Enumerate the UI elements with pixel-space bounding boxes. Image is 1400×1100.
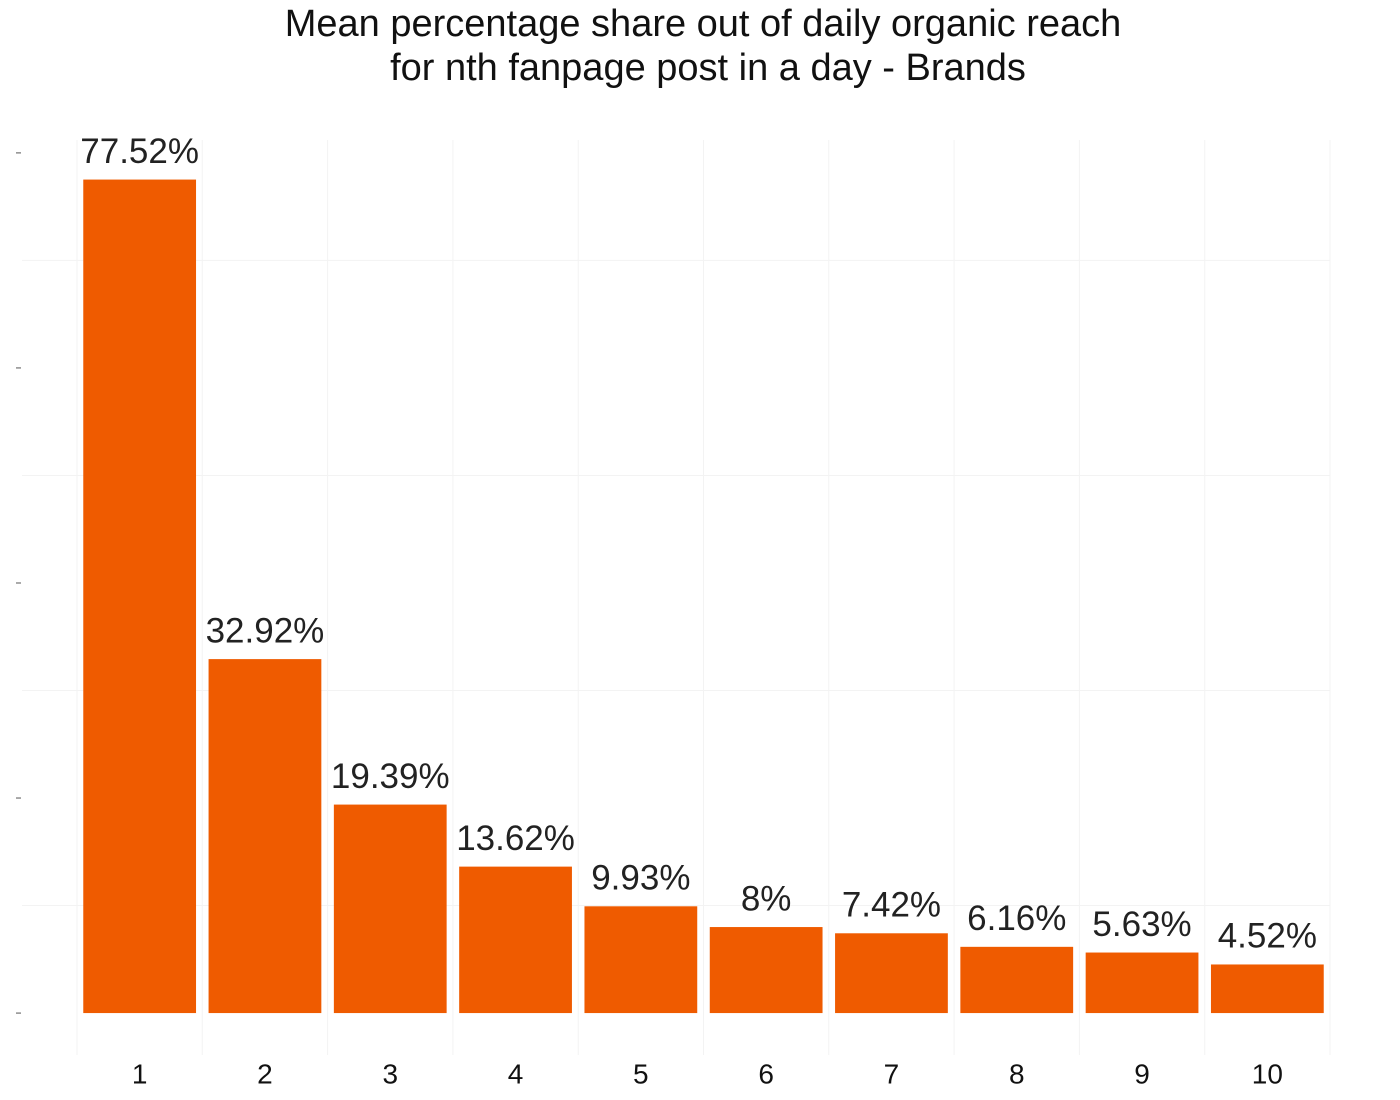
value-label: 6.16%	[967, 899, 1066, 938]
value-label: 32.92%	[206, 611, 325, 650]
chart-title: for nth fanpage post in a day - Brands	[390, 47, 1026, 89]
bar	[1085, 952, 1199, 1014]
value-label: 9.93%	[591, 859, 690, 898]
x-tick-label: 10	[1252, 1058, 1283, 1089]
value-label: 13.62%	[456, 819, 575, 858]
x-tick-label: 9	[1134, 1058, 1150, 1089]
x-tick-label: 6	[758, 1058, 774, 1089]
bar	[1210, 964, 1324, 1014]
x-tick-label: 3	[382, 1058, 398, 1089]
bar	[835, 933, 948, 1014]
bar	[584, 906, 698, 1014]
x-tick-label: 1	[132, 1058, 148, 1089]
bar	[333, 804, 447, 1014]
bar	[208, 659, 322, 1014]
value-label: 4.52%	[1218, 917, 1317, 956]
bar	[83, 179, 197, 1014]
bar	[459, 866, 572, 1014]
x-tick-label: 7	[884, 1058, 900, 1089]
value-label: 7.42%	[842, 886, 941, 925]
value-label: 77.52%	[80, 132, 199, 171]
bar	[709, 927, 823, 1014]
value-label: 8%	[741, 879, 792, 918]
value-label: 19.39%	[331, 757, 450, 796]
chart-title: Mean percentage share out of daily organ…	[285, 3, 1122, 45]
bar	[960, 946, 1074, 1014]
x-tick-label: 8	[1009, 1058, 1025, 1089]
x-tick-label: 2	[257, 1058, 273, 1089]
value-label: 5.63%	[1092, 905, 1191, 944]
x-tick-label: 4	[508, 1058, 524, 1089]
x-tick-label: 5	[633, 1058, 649, 1089]
